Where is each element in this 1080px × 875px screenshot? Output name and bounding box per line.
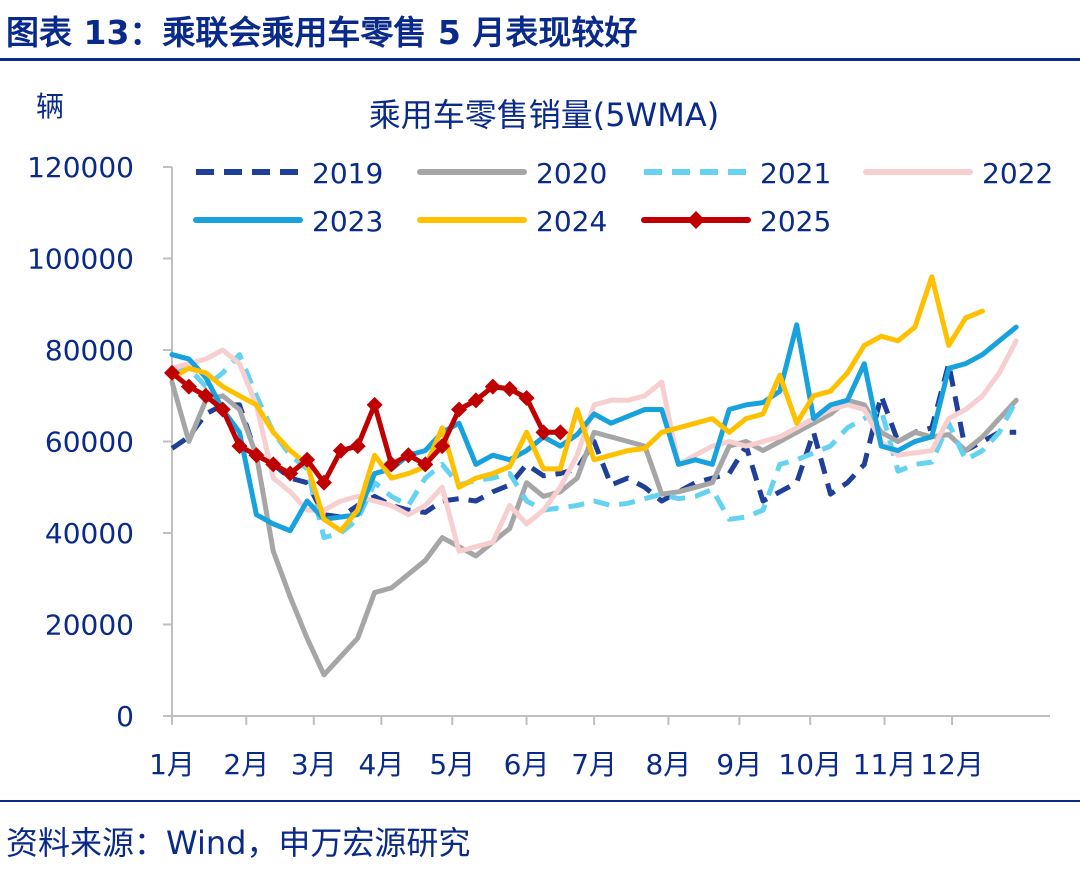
legend-label-2024: 2024	[536, 205, 607, 238]
series-marker-2025	[451, 401, 468, 418]
y-tick-label: 80000	[45, 334, 134, 367]
legend-label-2021: 2021	[760, 157, 831, 190]
x-tick-label: 10月	[778, 748, 842, 781]
legend-label-2019: 2019	[312, 157, 383, 190]
series-marker-2025	[299, 451, 316, 468]
series-line-2023	[169, 322, 1019, 534]
series-marker-2025	[315, 474, 332, 491]
x-tick-label: 11月	[853, 748, 917, 781]
series-marker-2025	[197, 387, 214, 404]
legend-label-2022: 2022	[982, 157, 1053, 190]
y-tick-label: 120000	[27, 151, 134, 184]
source-divider	[0, 800, 1080, 802]
series-marker-2025	[366, 396, 383, 413]
series-marker-2025	[400, 447, 417, 464]
series-marker-2025	[518, 390, 535, 407]
legend-marker-2025	[687, 211, 705, 229]
series-marker-2025	[484, 378, 501, 395]
series-marker-2025	[164, 364, 180, 381]
series-marker-2025	[265, 456, 282, 473]
series-line-2020	[169, 379, 1019, 678]
x-axis: 1月 2月 3月 4月 5月 6月 7月 8月 9月 10月 11月 12月	[149, 715, 1050, 781]
series-marker-2025	[349, 438, 366, 455]
x-tick-label: 1月	[149, 748, 195, 781]
series-marker-2025	[417, 456, 434, 473]
x-tick-label: 2月	[223, 748, 269, 781]
y-tick-label: 0	[116, 700, 134, 733]
y-axis: 0 20000 40000 60000 80000 100000 120000	[27, 151, 173, 733]
y-tick-label: 20000	[45, 609, 134, 642]
x-tick-label: 5月	[429, 748, 475, 781]
legend: 2019 2020 2021 2022 2023 2024 2025	[193, 157, 1053, 238]
x-tick-label: 8月	[645, 748, 691, 781]
x-tick-label: 9月	[716, 748, 762, 781]
series-marker-2025	[434, 438, 451, 455]
legend-label-2023: 2023	[312, 205, 383, 238]
series-marker-2025	[552, 424, 569, 441]
series-marker-2025	[231, 438, 248, 455]
series-marker-2025	[383, 456, 400, 473]
legend-label-2020: 2020	[536, 157, 607, 190]
y-axis-unit-label: 辆	[36, 90, 64, 123]
plot-series	[164, 274, 1019, 678]
source-note: 资料来源：Wind，申万宏源研究	[6, 824, 471, 862]
figure-title: 图表 13：乘联会乘用车零售 5 月表现较好	[6, 13, 638, 52]
y-tick-label: 100000	[27, 243, 134, 276]
series-marker-2025	[535, 424, 552, 441]
y-tick-label: 40000	[45, 517, 134, 550]
x-tick-label: 12月	[920, 748, 984, 781]
series-marker-2025	[282, 465, 299, 482]
x-tick-label: 7月	[571, 748, 617, 781]
y-tick-label: 60000	[45, 426, 134, 459]
series-marker-2025	[180, 378, 197, 395]
chart-title: 乘用车零售销量(5WMA)	[369, 96, 719, 134]
series-marker-2025	[214, 401, 231, 418]
x-tick-label: 6月	[504, 748, 550, 781]
line-chart: 辆 乘用车零售销量(5WMA) 2019 2020 2021 2022 2023 2024…	[27, 90, 1053, 781]
x-tick-label: 4月	[358, 748, 404, 781]
series-marker-2025	[467, 392, 484, 409]
legend-label-2025: 2025	[760, 205, 831, 238]
x-tick-label: 3月	[291, 748, 337, 781]
series-marker-2025	[248, 447, 265, 464]
title-divider	[0, 58, 1080, 61]
series-marker-2025	[332, 442, 349, 459]
series-marker-2025	[501, 380, 518, 397]
